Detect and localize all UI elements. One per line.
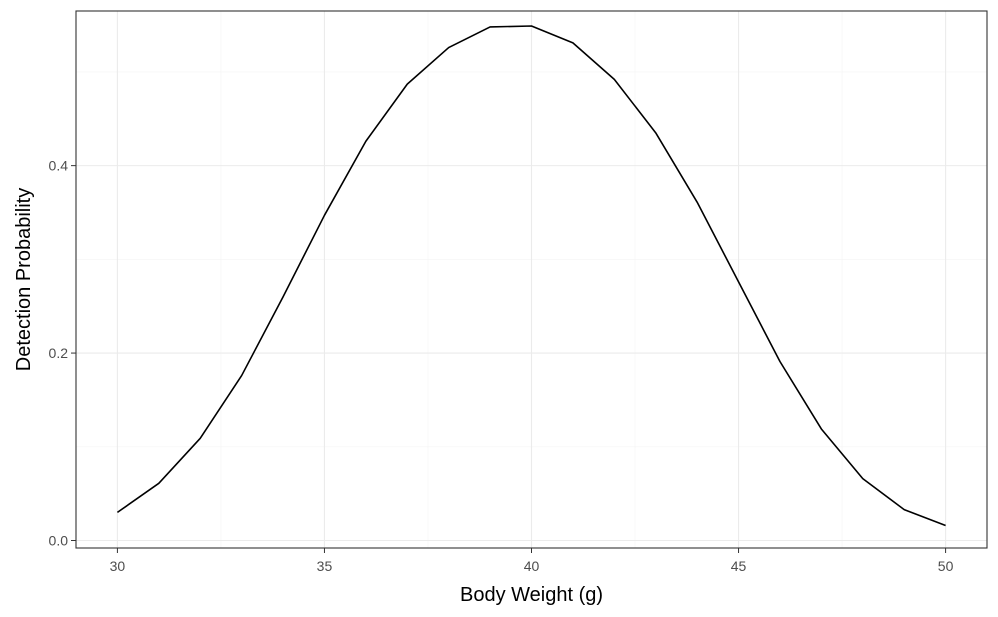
series-layer <box>116 25 946 527</box>
y-tick-label: 0.0 <box>49 533 69 549</box>
x-tick-label: 30 <box>110 558 126 574</box>
series-line-0 <box>116 25 946 527</box>
y-tick-label: 0.2 <box>49 345 69 361</box>
y-axis: 0.0 0.2 0.4 <box>49 158 76 549</box>
x-tick-label: 40 <box>524 558 540 574</box>
grid <box>76 11 987 548</box>
y-axis-title: Detection Probability <box>13 188 35 371</box>
x-axis-title: Body Weight (g) <box>460 584 603 606</box>
x-tick-label: 35 <box>317 558 333 574</box>
x-axis: 30 35 40 45 50 <box>110 548 954 574</box>
y-tick-label: 0.4 <box>49 158 69 174</box>
x-tick-label: 45 <box>731 558 747 574</box>
x-tick-label: 50 <box>938 558 954 574</box>
